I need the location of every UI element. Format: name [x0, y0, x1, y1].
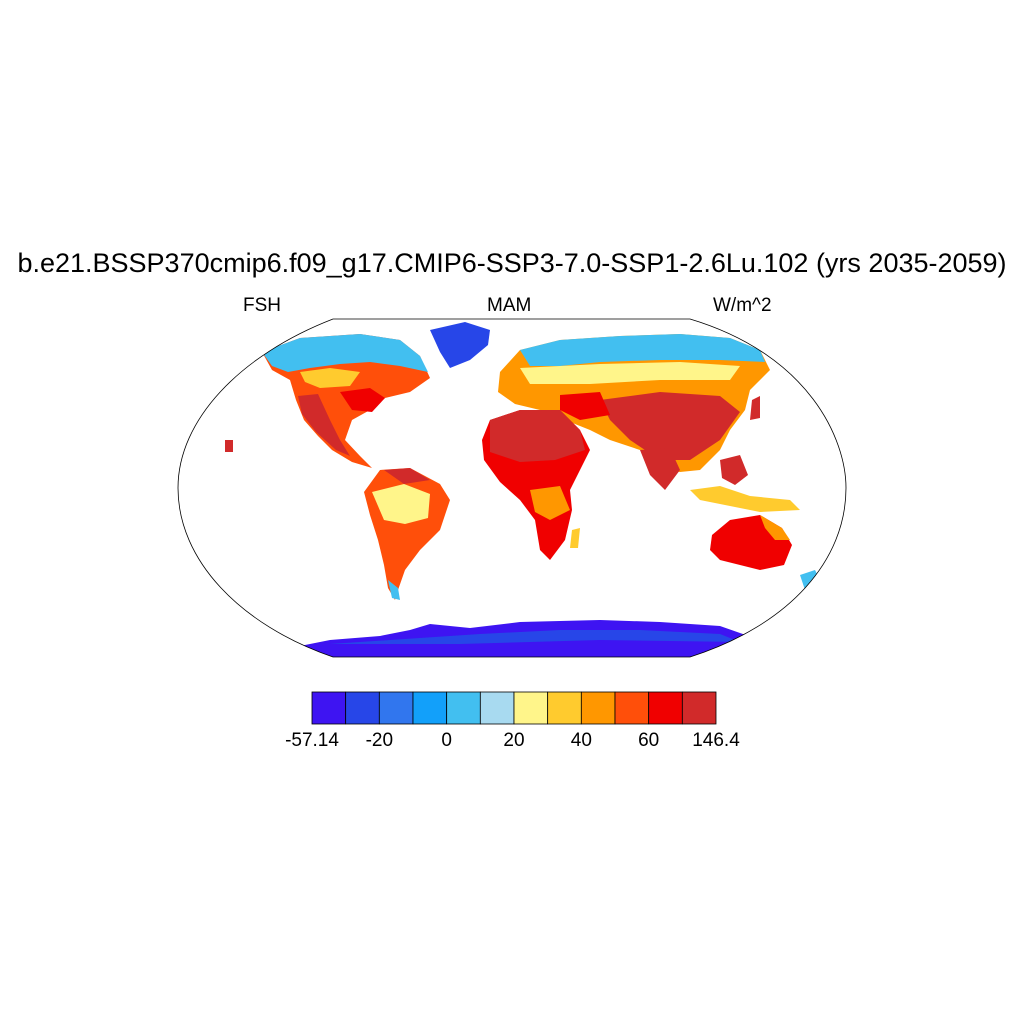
variable-label: FSH: [243, 295, 281, 316]
colorbar-swatch: [681, 691, 717, 725]
colorbar-swatch: [412, 691, 448, 725]
colorbar-swatch: [580, 691, 616, 725]
colorbar-swatch: [648, 691, 683, 725]
new-zealand: [800, 570, 820, 590]
colorbar-tick-label: 0: [441, 730, 452, 751]
units-label: W/m^2: [713, 295, 772, 316]
colorbar-swatch: [446, 691, 481, 725]
indonesia: [690, 486, 800, 512]
colorbar-tick-label: 146.4: [692, 730, 740, 751]
colorbar-swatch: [614, 691, 650, 725]
colorbar-swatch: [378, 691, 414, 725]
colorbar-tick-label: -57.14: [285, 730, 339, 751]
colorbar-swatch: [479, 691, 515, 725]
greenland: [430, 322, 490, 368]
colorbar-tick-label: -20: [365, 730, 394, 751]
colorbar-swatch: [311, 691, 347, 725]
map-title: b.e21.BSSP370cmip6.f09_g17.CMIP6-SSP3-7.…: [17, 248, 1007, 278]
colorbar-tick-label: 20: [503, 730, 525, 751]
colorbar-swatch: [345, 691, 380, 725]
colorbar-swatch: [513, 691, 549, 725]
colorbar-tick-label: 60: [638, 730, 660, 751]
map-outline: [177, 318, 847, 658]
colorbar-swatch: [547, 691, 582, 725]
season-label: MAM: [487, 295, 532, 316]
colorbar-tick-label: 40: [570, 730, 592, 751]
india: [640, 448, 680, 490]
